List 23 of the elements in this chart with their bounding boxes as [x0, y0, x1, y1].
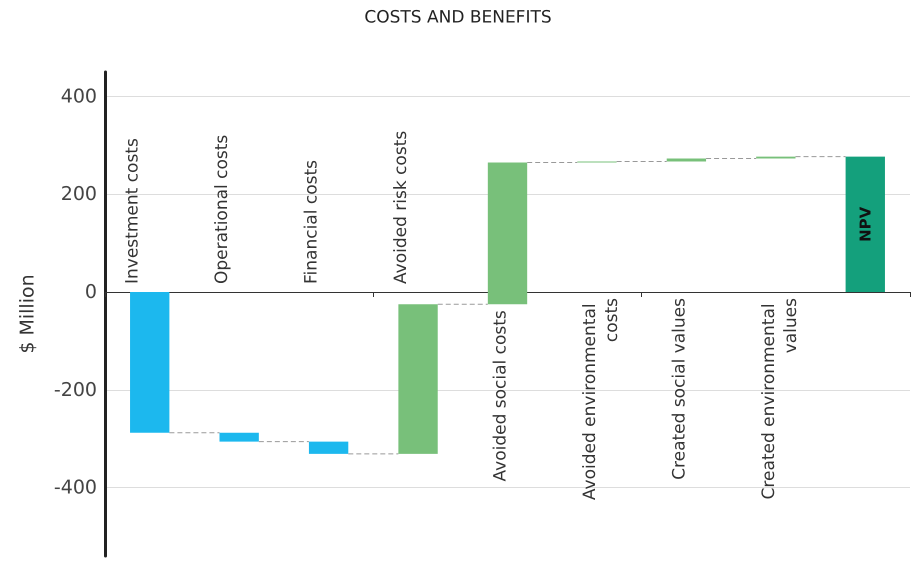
y-tick-label: 400 [60, 85, 97, 108]
x-tick-label: NPV [856, 206, 874, 242]
y-axis-title: $ Million [16, 274, 38, 354]
y-tick-label: -400 [54, 476, 97, 499]
x-tick-label: Created environmental values [758, 298, 801, 500]
bar [488, 162, 528, 304]
bar [219, 432, 259, 442]
x-tick-label: Avoided risk costs [391, 130, 412, 284]
y-tick-label: 200 [60, 183, 97, 206]
x-tick-label: Created social values [669, 298, 690, 480]
x-tick-label: Investment costs [122, 138, 143, 284]
bar [666, 158, 706, 162]
bar [308, 442, 348, 454]
x-tick-label: Avoided environmental costs [580, 298, 622, 500]
y-tick-label: 0 [84, 281, 97, 303]
x-tick-label: Avoided social costs [490, 310, 510, 482]
chart-title: COSTS AND BENEFITS [364, 8, 552, 28]
x-tick-label: Operational costs [212, 134, 232, 284]
bar [398, 304, 438, 454]
bar [846, 156, 885, 292]
x-tick-label: Financial costs [302, 160, 322, 284]
bar [130, 292, 170, 433]
y-tick-label: -200 [54, 378, 97, 401]
